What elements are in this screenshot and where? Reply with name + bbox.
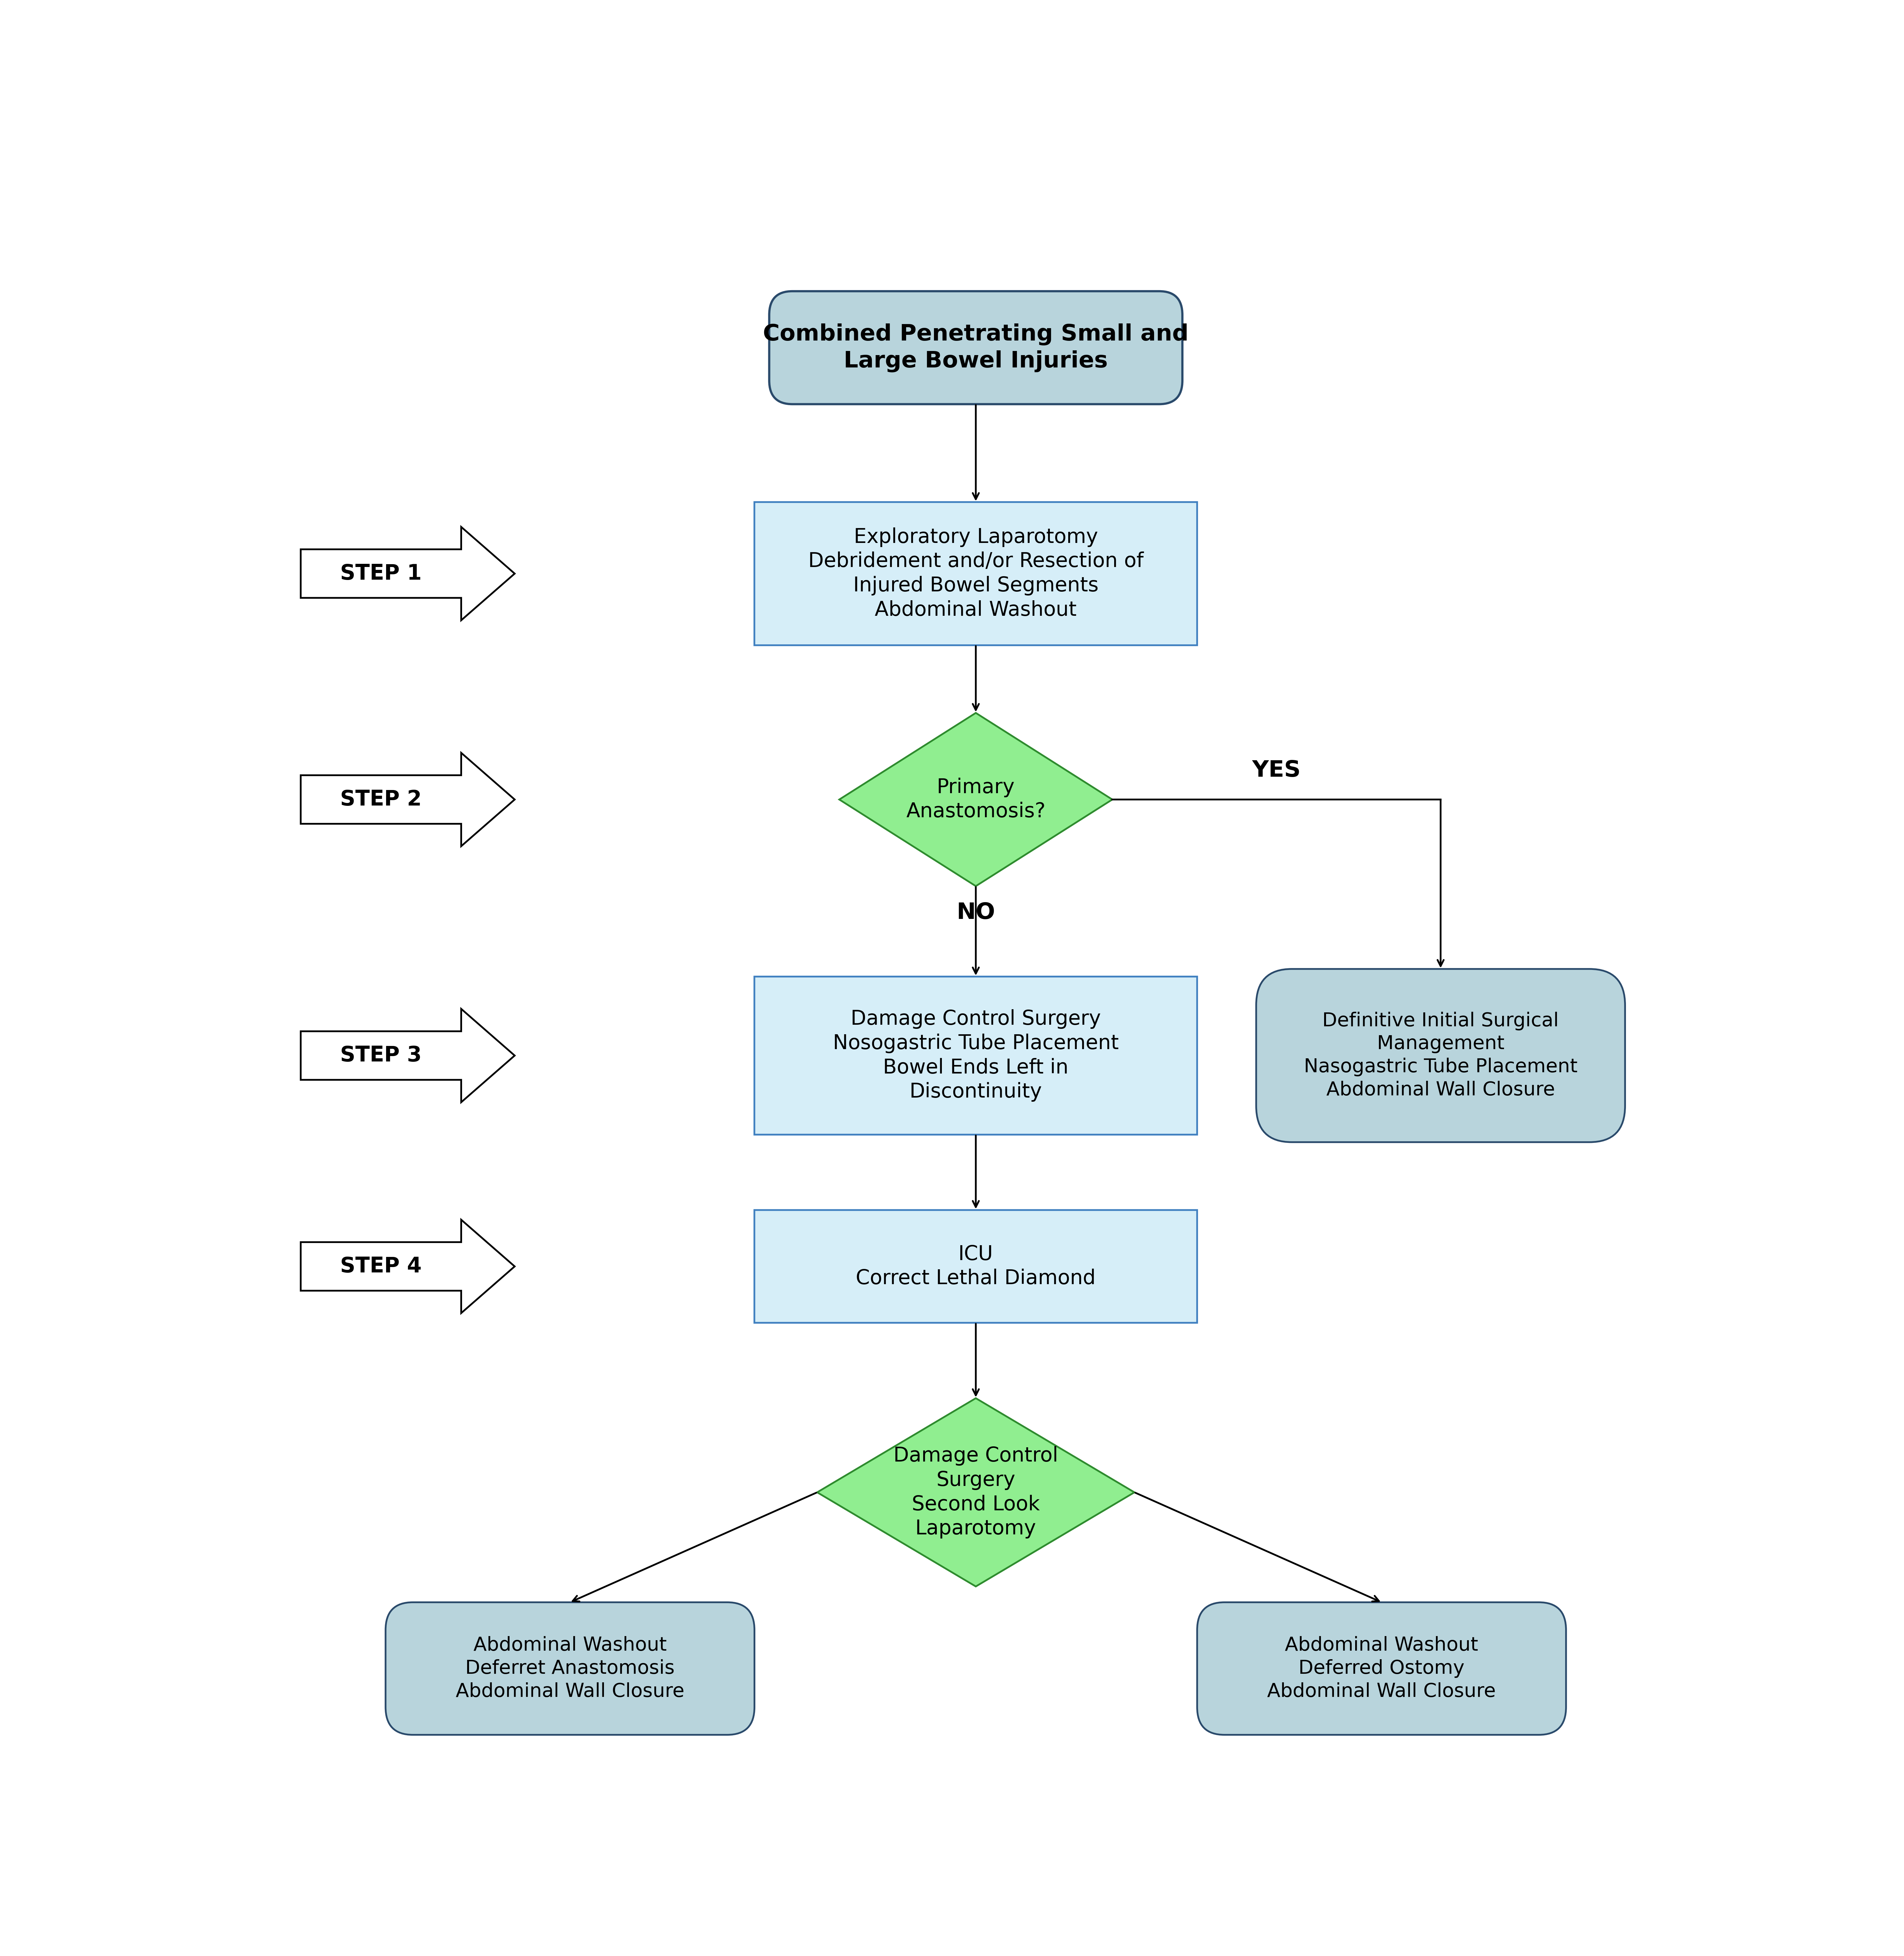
Text: Definitive Initial Surgical
Management
Nasogastric Tube Placement
Abdominal Wall: Definitive Initial Surgical Management N… bbox=[1304, 1011, 1578, 1099]
Text: ICU
Correct Lethal Diamond: ICU Correct Lethal Diamond bbox=[857, 1244, 1095, 1289]
Text: Damage Control
Surgery
Second Look
Laparotomy: Damage Control Surgery Second Look Lapar… bbox=[893, 1445, 1059, 1539]
Polygon shape bbox=[817, 1399, 1135, 1586]
Text: STEP 4: STEP 4 bbox=[341, 1256, 421, 1277]
Text: YES: YES bbox=[1253, 759, 1300, 782]
FancyBboxPatch shape bbox=[754, 1211, 1198, 1322]
Text: Combined Penetrating Small and
Large Bowel Injuries: Combined Penetrating Small and Large Bow… bbox=[764, 323, 1188, 372]
Text: Damage Control Surgery
Nosogastric Tube Placement
Bowel Ends Left in
Discontinui: Damage Control Surgery Nosogastric Tube … bbox=[832, 1009, 1120, 1101]
Text: Abdominal Washout
Deferred Ostomy
Abdominal Wall Closure: Abdominal Washout Deferred Ostomy Abdomi… bbox=[1268, 1635, 1497, 1702]
Polygon shape bbox=[301, 1221, 514, 1312]
Polygon shape bbox=[840, 712, 1112, 886]
FancyBboxPatch shape bbox=[1198, 1602, 1565, 1735]
FancyBboxPatch shape bbox=[754, 503, 1198, 645]
Text: Exploratory Laparotomy
Debridement and/or Resection of
Injured Bowel Segments
Ab: Exploratory Laparotomy Debridement and/o… bbox=[807, 528, 1144, 620]
Polygon shape bbox=[301, 1009, 514, 1103]
Text: Abdominal Washout
Deferret Anastomosis
Abdominal Wall Closure: Abdominal Washout Deferret Anastomosis A… bbox=[455, 1635, 684, 1702]
Text: STEP 1: STEP 1 bbox=[341, 563, 423, 585]
Text: Primary
Anastomosis?: Primary Anastomosis? bbox=[906, 778, 1045, 822]
FancyBboxPatch shape bbox=[754, 976, 1198, 1134]
Text: NO: NO bbox=[956, 902, 996, 923]
Text: STEP 3: STEP 3 bbox=[341, 1045, 421, 1066]
FancyBboxPatch shape bbox=[769, 291, 1182, 405]
FancyBboxPatch shape bbox=[385, 1602, 754, 1735]
Polygon shape bbox=[301, 526, 514, 620]
FancyBboxPatch shape bbox=[1257, 968, 1626, 1142]
Polygon shape bbox=[301, 753, 514, 847]
Text: STEP 2: STEP 2 bbox=[341, 788, 421, 810]
